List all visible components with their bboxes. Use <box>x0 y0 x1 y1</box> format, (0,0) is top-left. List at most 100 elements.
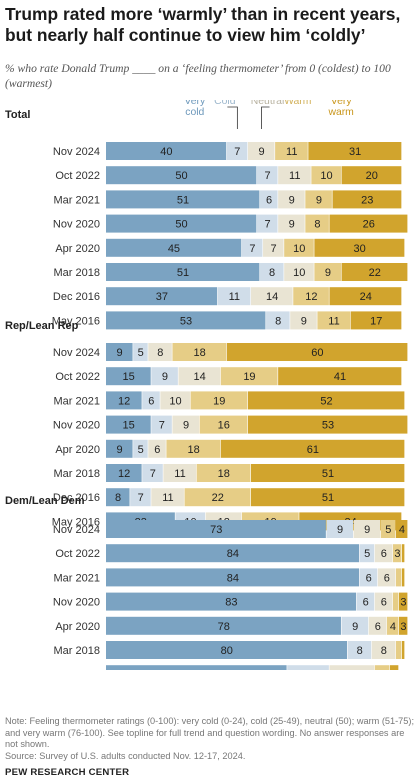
data-label: 53 <box>322 420 334 432</box>
data-label: 9 <box>117 444 123 456</box>
data-label: 51 <box>177 194 189 206</box>
data-label: 8 <box>269 267 275 279</box>
bar-segment-very-warm <box>332 190 402 209</box>
row-label: Oct 2022 <box>55 371 100 383</box>
data-label: 9 <box>364 524 370 536</box>
bar-segment-cold <box>217 287 251 306</box>
data-label: 51 <box>322 492 334 504</box>
row-label: Nov 2024 <box>53 146 100 158</box>
bar-segment-warm <box>380 520 396 538</box>
bar-segment-neutral <box>250 287 293 306</box>
bar-segment-very-cold <box>106 520 326 538</box>
legend-label-very-warm: Very <box>331 100 353 107</box>
data-label: 14 <box>302 669 314 670</box>
bar-segment-very-cold <box>106 287 218 306</box>
bar-segment-cold <box>326 520 354 538</box>
bar-segment-neutral <box>377 568 396 587</box>
data-label: 16 <box>218 420 230 432</box>
data-label: 5 <box>138 347 144 359</box>
data-label: 40 <box>160 146 172 158</box>
bar-segment-warm <box>317 311 351 330</box>
bar-segment-neutral <box>172 415 200 434</box>
bar-segment-very-warm <box>398 616 408 635</box>
bar-segment-very-warm <box>314 238 405 257</box>
data-label: 31 <box>349 146 361 158</box>
bar-segment-cold <box>241 238 263 257</box>
data-label: 4 <box>399 524 405 536</box>
data-label: 12 <box>305 291 317 303</box>
row-label: Nov 2020 <box>53 597 100 609</box>
chart-subtitle: % who rate Donald Trump ____ on a ‘feeli… <box>5 62 391 90</box>
data-label: 11 <box>229 291 240 303</box>
data-label: 7 <box>249 243 255 255</box>
data-label: 80 <box>221 645 233 657</box>
group-header: Dem/Lean Dem <box>5 495 85 507</box>
row-label: May 2016 <box>52 315 100 327</box>
data-label: 12 <box>118 468 130 480</box>
data-label: 45 <box>168 243 180 255</box>
data-label: 50 <box>175 170 187 182</box>
bar-segment-very-warm <box>278 367 402 386</box>
row-label: Mar 2018 <box>54 645 100 657</box>
bar-segment-cold <box>133 439 148 458</box>
data-label: 24 <box>360 291 372 303</box>
data-label: 10 <box>293 243 305 255</box>
bar-segment-warm <box>395 568 402 587</box>
data-label: 6 <box>363 597 369 609</box>
data-label: 19 <box>213 395 225 407</box>
bar-segment-very-cold <box>106 367 151 386</box>
bar-segment-cold <box>359 544 375 563</box>
data-label: 30 <box>354 243 366 255</box>
bar-segment-cold <box>287 665 329 670</box>
bar-segment-neutral <box>148 439 166 458</box>
row-label: Apr 2020 <box>55 621 100 633</box>
data-label: 6 <box>148 395 154 407</box>
data-label: 15 <box>346 669 358 670</box>
data-label: 10 <box>320 170 332 182</box>
data-label: 3 <box>394 548 400 560</box>
data-label: 11 <box>174 468 185 480</box>
bar-segment-neutral <box>151 488 184 507</box>
bar-segment-very-cold <box>106 343 133 361</box>
data-label: 18 <box>187 444 199 456</box>
data-label: 11 <box>328 315 339 327</box>
data-label: 9 <box>162 371 168 383</box>
bar-segment-neutral <box>371 641 396 659</box>
bar-segment-cold <box>257 214 278 233</box>
data-label: 7 <box>159 420 165 432</box>
row-label: Mar 2021 <box>54 572 100 584</box>
data-label: 11 <box>289 170 300 182</box>
legend-leader-cold <box>227 106 238 129</box>
row-label: Apr 2020 <box>55 444 100 456</box>
bar-segment-cold <box>130 488 151 507</box>
bar-segment-neutral <box>374 544 393 563</box>
bar-segment-very-cold <box>106 238 242 257</box>
data-label: 7 <box>150 468 156 480</box>
legend-label-very-warm: warm <box>327 107 353 118</box>
bar-segment-very-cold <box>106 464 142 482</box>
bar-segment-cold <box>226 142 248 160</box>
data-label: 37 <box>156 291 168 303</box>
row-label: Oct 2022 <box>55 170 100 182</box>
row-label: May 2016 <box>52 516 100 528</box>
bar-segment-warm <box>386 616 399 635</box>
bar-segment-very-cold <box>106 190 260 209</box>
bar-segment-very-cold <box>106 544 360 563</box>
bar-segment-neutral <box>374 592 393 611</box>
data-label: 61 <box>307 444 319 456</box>
legend-label-neutral: Neutral <box>251 100 285 107</box>
data-label: 9 <box>316 194 322 206</box>
data-label: 6 <box>154 444 160 456</box>
data-label: 18 <box>193 347 205 359</box>
data-label: 7 <box>234 146 240 158</box>
bar-segment-cold <box>142 391 160 410</box>
data-label: 3 <box>400 621 406 633</box>
bar-segment-warm <box>172 343 227 361</box>
bar-segment-cold <box>151 367 178 386</box>
bar-segment-very-cold <box>106 592 357 611</box>
bar-segment-very-warm <box>220 439 405 458</box>
data-label: 7 <box>271 243 277 255</box>
data-label: 10 <box>293 267 305 279</box>
bar-segment-warm <box>374 665 390 670</box>
data-label: 60 <box>311 347 323 359</box>
